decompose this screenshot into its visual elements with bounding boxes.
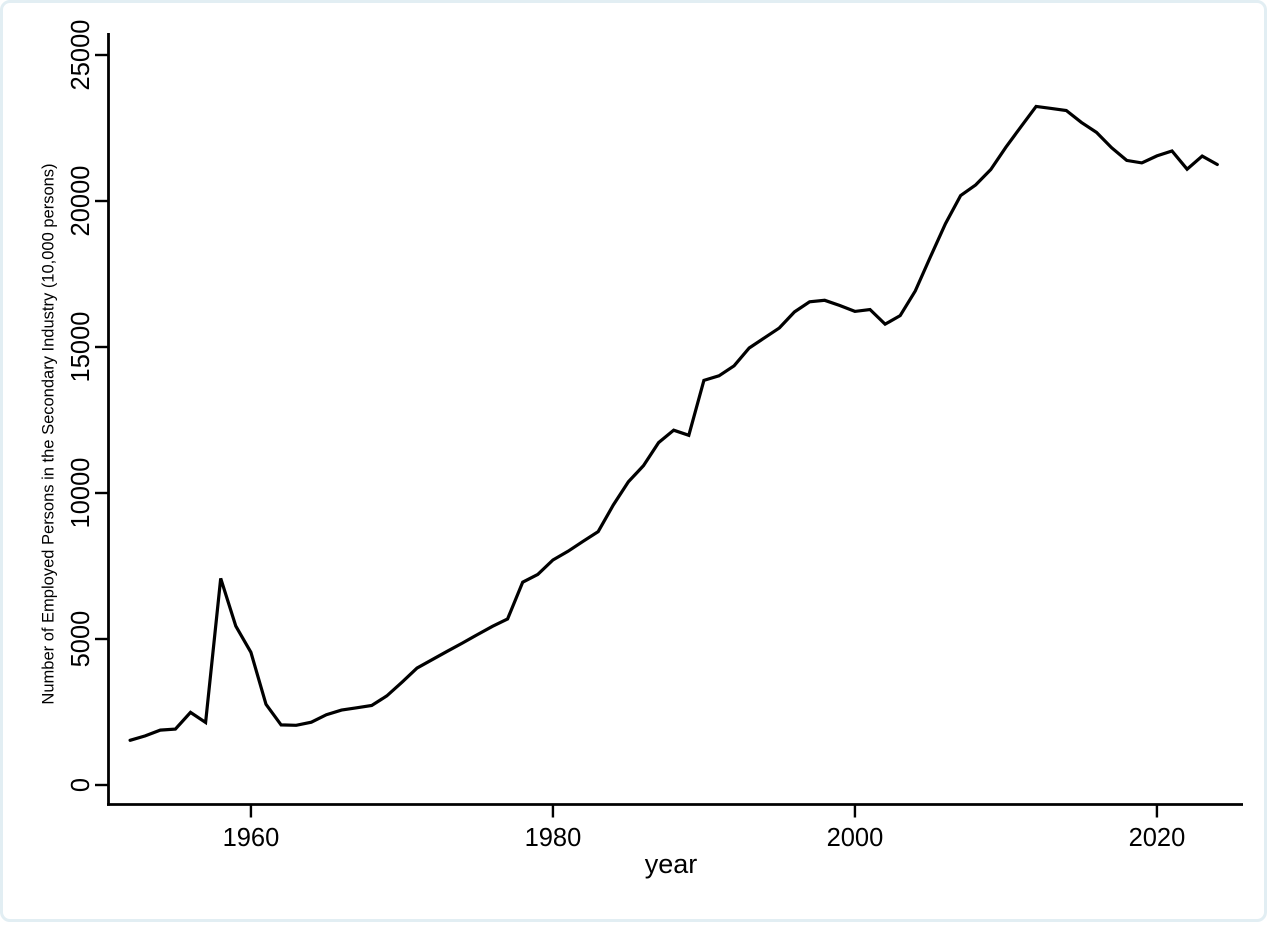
data-line-employed-persons-secondary-industry (128, 104, 1219, 742)
x-tick-label: 1960 (223, 824, 280, 852)
y-axis-title: Number of Employed Persons in the Second… (39, 163, 58, 705)
x-tick-label: 1980 (525, 824, 582, 852)
x-tick-label: 2020 (1129, 824, 1186, 852)
y-tick-label: 25000 (67, 20, 95, 91)
line-chart-svg: 0 5000 10000 15000 20000 25000 1960 1980 2000 202… (67, 20, 1243, 852)
y-tick-label: 15000 (67, 312, 95, 383)
x-axis-title: year (644, 849, 698, 879)
y-tick-label: 20000 (67, 166, 95, 237)
x-tick-label: 2000 (827, 824, 884, 852)
y-tick-label: 0 (67, 778, 95, 792)
y-tick-label: 10000 (67, 458, 95, 529)
y-tick-label: 5000 (67, 611, 95, 668)
